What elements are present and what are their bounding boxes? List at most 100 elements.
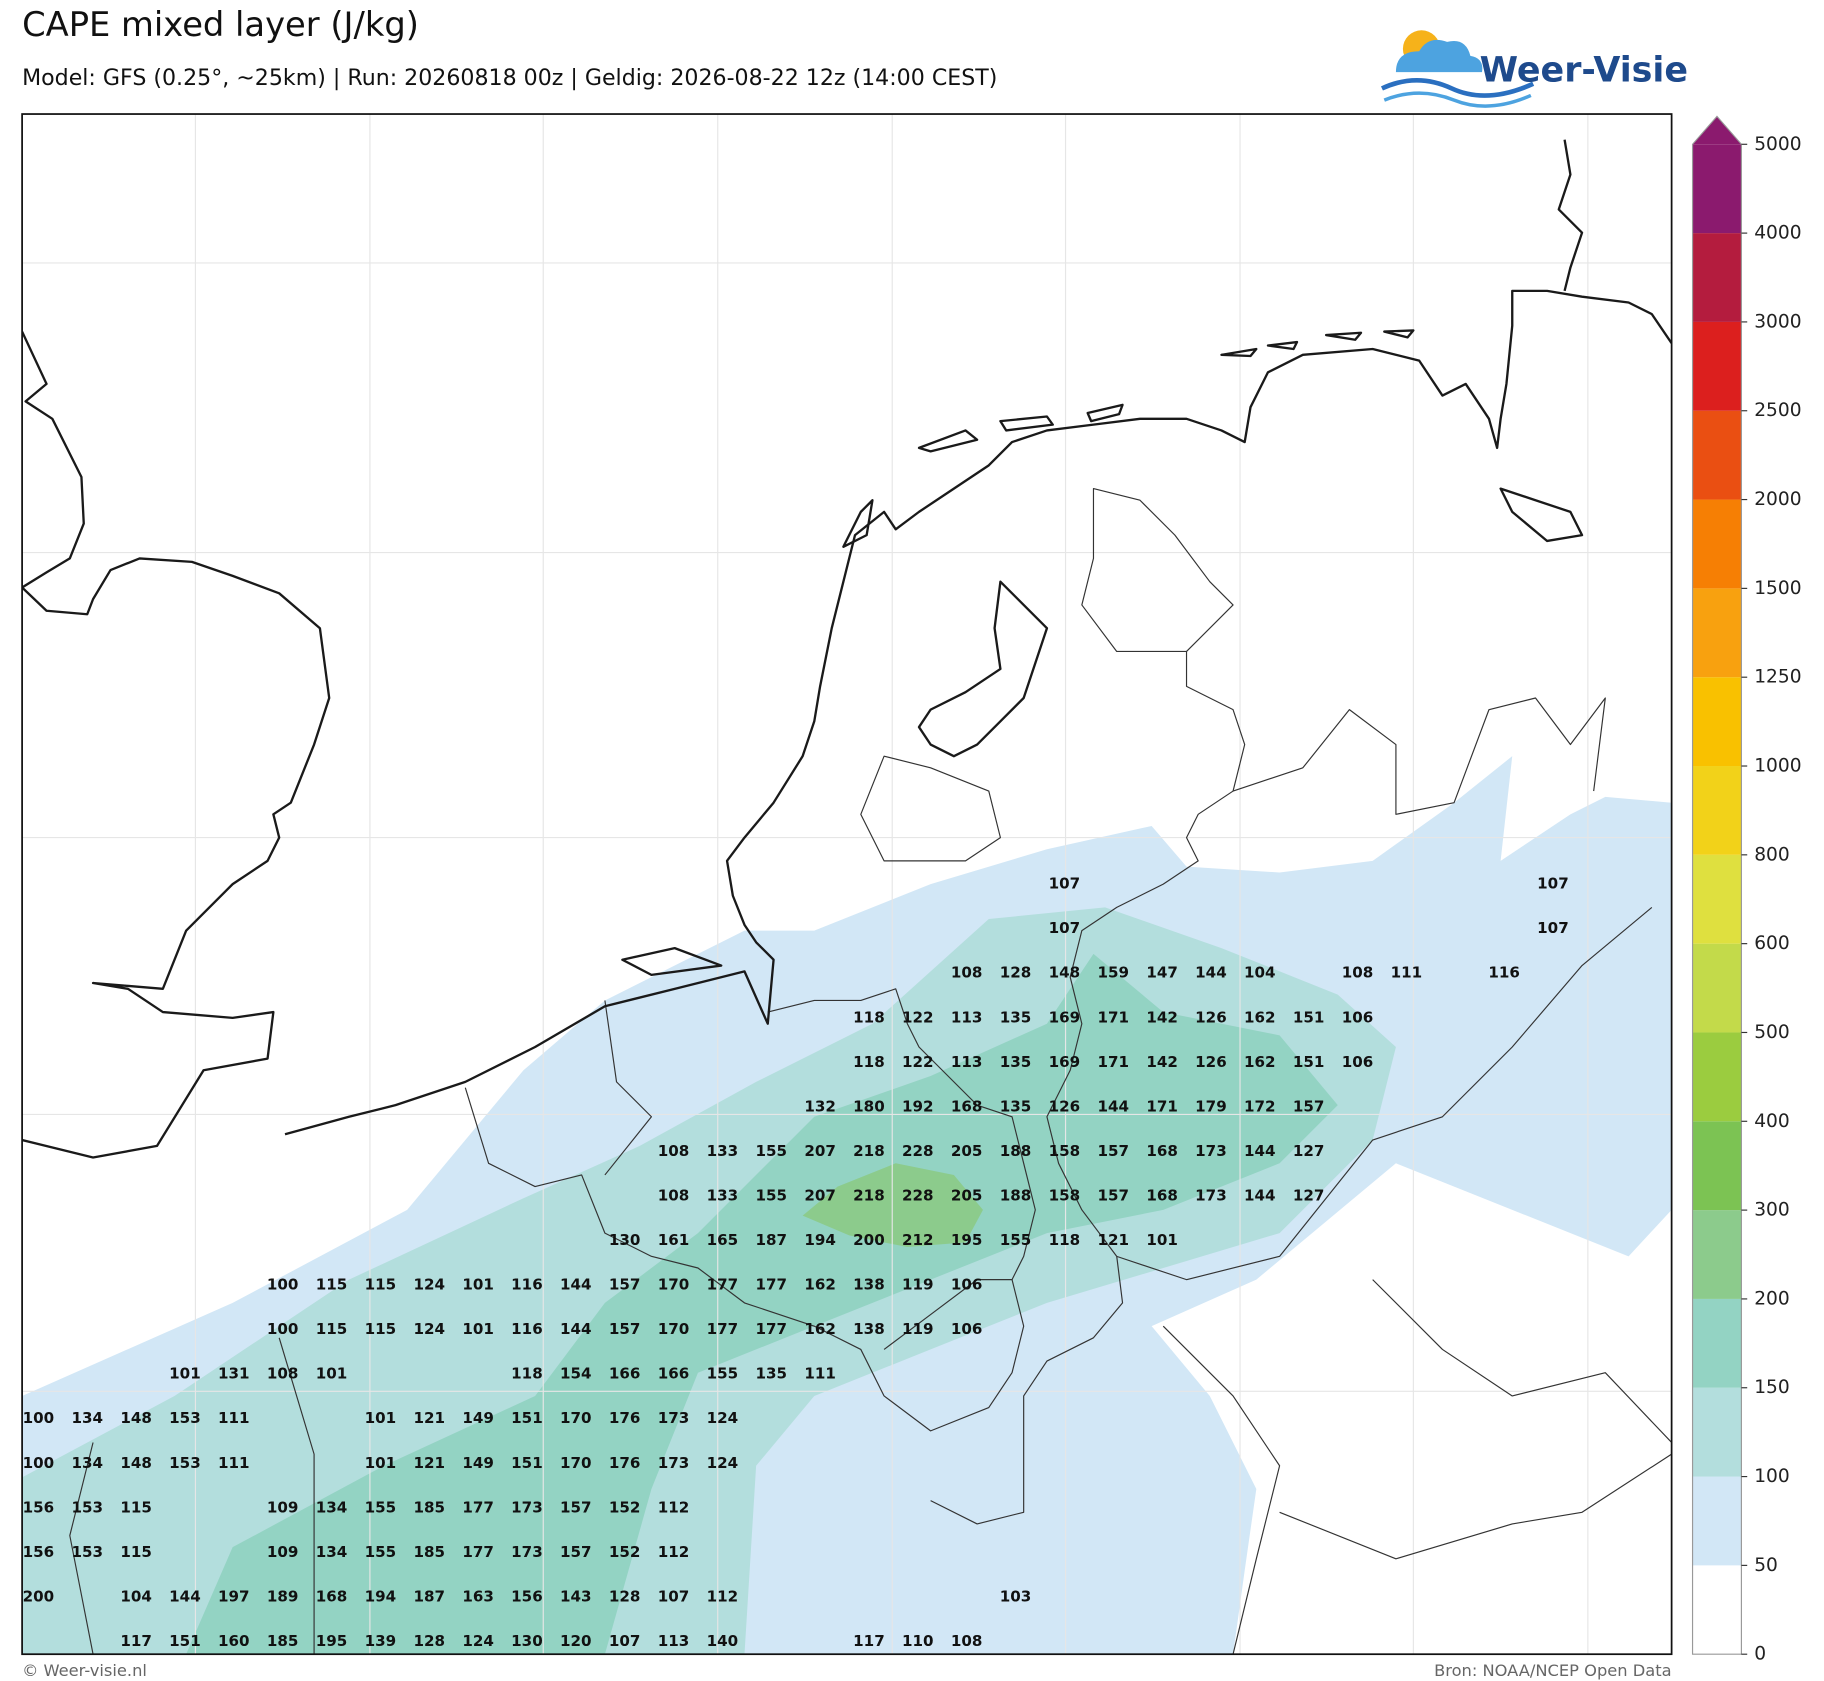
value-label: 113 <box>658 1632 690 1650</box>
logo: Weer-Visie <box>1380 30 1688 108</box>
value-label: 171 <box>1097 1053 1129 1071</box>
value-label: 108 <box>951 964 983 982</box>
value-label: 176 <box>609 1409 641 1427</box>
value-label: 135 <box>755 1365 787 1383</box>
value-label: 101 <box>365 1454 397 1472</box>
colorbar-tick-label: 200 <box>1754 1288 1790 1309</box>
value-label: 162 <box>804 1320 836 1338</box>
value-label: 157 <box>1097 1186 1129 1204</box>
value-label: 101 <box>1146 1231 1178 1249</box>
value-label: 188 <box>1000 1142 1032 1160</box>
value-label: 152 <box>609 1543 641 1561</box>
value-label: 115 <box>316 1276 348 1294</box>
value-label: 107 <box>1049 875 1081 893</box>
value-label: 144 <box>1244 1186 1276 1204</box>
colorbar-segment <box>1692 1476 1742 1566</box>
value-label: 177 <box>707 1276 739 1294</box>
value-label: 185 <box>413 1498 445 1516</box>
colorbar-segment <box>1692 321 1742 411</box>
value-label: 134 <box>71 1409 103 1427</box>
colorbar-tick-label: 2000 <box>1754 489 1801 510</box>
value-label: 135 <box>1000 1053 1032 1071</box>
value-label: 115 <box>120 1498 152 1516</box>
value-label: 124 <box>462 1632 494 1650</box>
value-label: 107 <box>1049 919 1081 937</box>
value-label: 179 <box>1195 1097 1227 1115</box>
value-label: 155 <box>707 1365 739 1383</box>
value-label: 100 <box>267 1276 299 1294</box>
coastlines <box>22 139 1672 1159</box>
value-label: 151 <box>1293 1053 1325 1071</box>
value-label: 133 <box>707 1142 739 1160</box>
value-label: 228 <box>902 1142 934 1160</box>
value-label: 101 <box>365 1409 397 1427</box>
value-label: 121 <box>413 1454 445 1472</box>
value-label: 156 <box>23 1543 55 1561</box>
value-label: 122 <box>902 1008 934 1026</box>
value-label: 157 <box>1293 1097 1325 1115</box>
value-label: 157 <box>560 1543 592 1561</box>
map-frame <box>21 113 1673 1656</box>
colorbar-tick-label: 600 <box>1754 933 1790 954</box>
value-label: 144 <box>560 1320 592 1338</box>
value-label: 176 <box>609 1454 641 1472</box>
colorbar-tick-label: 150 <box>1754 1377 1790 1398</box>
value-label: 126 <box>1195 1053 1227 1071</box>
value-label: 113 <box>951 1053 983 1071</box>
value-label: 168 <box>1146 1186 1178 1204</box>
value-label: 118 <box>853 1008 885 1026</box>
value-label: 157 <box>609 1320 641 1338</box>
colorbar-segment <box>1692 1298 1742 1388</box>
value-label: 126 <box>1049 1097 1081 1115</box>
value-label: 195 <box>951 1231 983 1249</box>
value-label: 194 <box>365 1587 397 1605</box>
value-label: 113 <box>951 1008 983 1026</box>
value-label: 153 <box>71 1498 103 1516</box>
value-label: 151 <box>169 1632 201 1650</box>
value-label: 173 <box>1195 1142 1227 1160</box>
value-label: 135 <box>1000 1097 1032 1115</box>
value-label: 111 <box>1391 964 1423 982</box>
value-label: 119 <box>902 1320 934 1338</box>
value-label: 156 <box>23 1498 55 1516</box>
value-label: 106 <box>951 1276 983 1294</box>
value-label: 155 <box>365 1498 397 1516</box>
value-label: 173 <box>511 1498 543 1516</box>
value-label: 159 <box>1097 964 1129 982</box>
value-label: 124 <box>707 1454 739 1472</box>
value-label: 218 <box>853 1142 885 1160</box>
value-label: 152 <box>609 1498 641 1516</box>
value-label: 173 <box>1195 1186 1227 1204</box>
value-label: 119 <box>902 1276 934 1294</box>
value-label: 155 <box>755 1186 787 1204</box>
value-label: 131 <box>218 1365 250 1383</box>
colorbar-tick-label: 0 <box>1754 1644 1766 1665</box>
colorbar-segment <box>1692 943 1742 1033</box>
footer-left: © Weer-visie.nl <box>22 1661 147 1680</box>
footer-right: Bron: NOAA/NCEP Open Data <box>1434 1661 1672 1680</box>
value-label: 144 <box>169 1587 201 1605</box>
shading <box>22 756 1672 1655</box>
subtitle: Model: GFS (0.25°, ~25km) | Run: 2026081… <box>22 65 997 91</box>
value-label: 118 <box>511 1365 543 1383</box>
value-label: 135 <box>1000 1008 1032 1026</box>
value-label: 158 <box>1049 1142 1081 1160</box>
value-label: 169 <box>1049 1008 1081 1026</box>
value-label: 107 <box>658 1587 690 1605</box>
value-label: 205 <box>951 1186 983 1204</box>
value-label: 162 <box>1244 1053 1276 1071</box>
colorbar-tick-label: 500 <box>1754 1022 1790 1043</box>
value-label: 177 <box>755 1320 787 1338</box>
colorbar-tick-label: 3000 <box>1754 311 1801 332</box>
value-label: 157 <box>560 1498 592 1516</box>
colorbar-segment <box>1692 766 1742 855</box>
value-label: 117 <box>853 1632 885 1650</box>
value-label: 177 <box>462 1543 494 1561</box>
value-label: 162 <box>1244 1008 1276 1026</box>
value-label: 118 <box>1049 1231 1081 1249</box>
value-label: 218 <box>853 1186 885 1204</box>
value-label: 170 <box>560 1454 592 1472</box>
colorbar-segment <box>1692 499 1742 589</box>
value-label: 106 <box>951 1320 983 1338</box>
value-label: 144 <box>560 1276 592 1294</box>
